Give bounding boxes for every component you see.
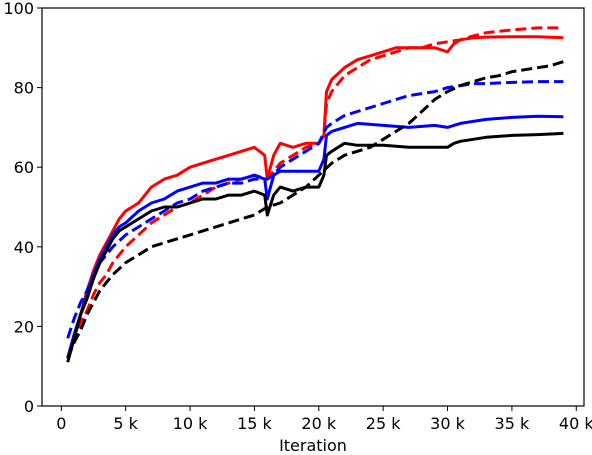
x-tick-label: 15 k [237,414,272,433]
series-line-6 [66,60,564,359]
x-axis-title: Iteration [279,436,347,455]
y-tick-label: 100 [3,0,34,18]
x-tick-label: 5 k [113,414,138,433]
y-tick-label: 0 [24,397,34,416]
series-line-4 [66,80,564,339]
series-layer [66,26,564,363]
x-tick-label: 20 k [301,414,336,433]
x-tick-label: 40 k [559,414,592,433]
series-line-2 [66,26,564,359]
x-tick-label: 30 k [430,414,465,433]
ticks-layer: 0 5 k 10 k 15 k 20 k 25 k 30 k 35 k 40 k 0 20 40 60 8… [3,0,592,433]
x-tick-label: 10 k [173,414,208,433]
series-line-5 [66,131,564,363]
x-tick-label: 25 k [366,414,401,433]
x-tick-label: 35 k [495,414,530,433]
y-tick-label: 60 [14,158,34,177]
series-line-1 [66,35,564,359]
plot-frame [41,7,585,407]
y-tick-label: 40 [14,238,34,257]
x-tick-label: 0 [56,414,66,433]
y-tick-label: 20 [14,317,34,336]
y-tick-label: 80 [14,79,34,98]
